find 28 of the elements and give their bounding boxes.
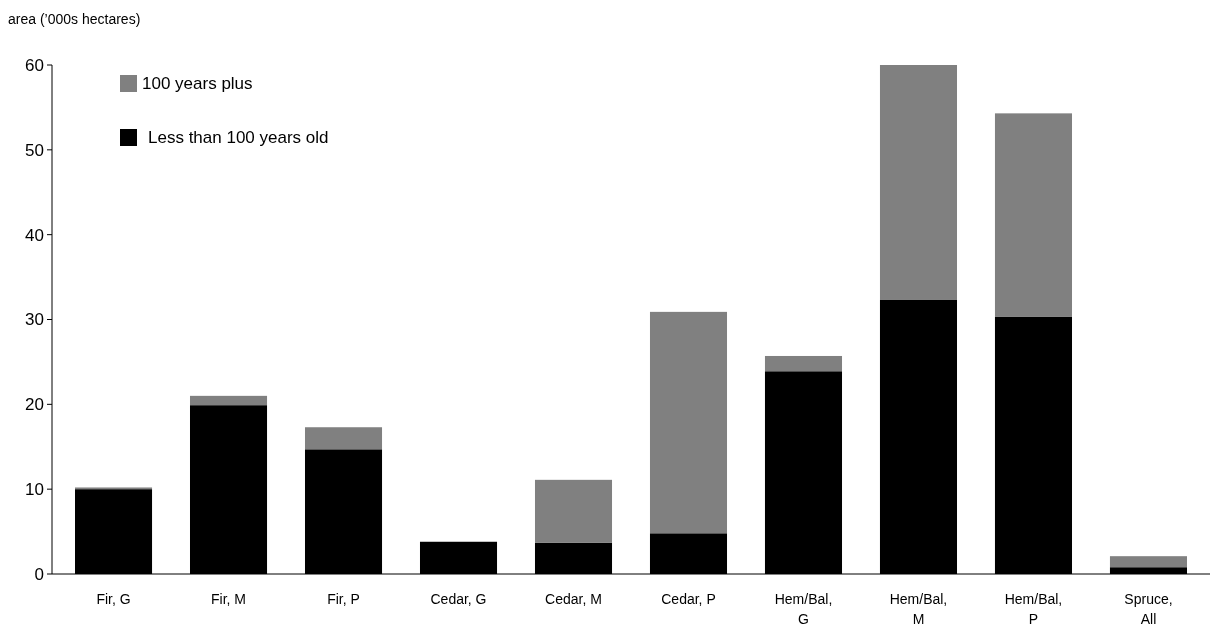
x-tick-label: Fir, P <box>327 591 360 607</box>
x-tick-label: Hem/Bal, P <box>1004 591 1063 627</box>
x-tick-label: Spruce, All <box>1124 591 1173 627</box>
bar <box>304 427 383 450</box>
bar <box>649 311 728 534</box>
x-tick-label: Cedar, M <box>545 591 602 607</box>
y-axis-title: area (’000s hectares) <box>8 11 141 27</box>
y-tick-label: 50 <box>25 140 44 160</box>
bar <box>534 479 613 543</box>
bar <box>764 355 843 372</box>
x-tick-label: Fir, G <box>96 591 131 607</box>
bar <box>189 395 268 406</box>
y-tick-label: 60 <box>25 55 44 75</box>
x-tick-label: Hem/Bal, M <box>889 591 948 627</box>
bar <box>879 65 958 300</box>
x-tick-label: Cedar, G <box>430 591 487 607</box>
y-tick-label: 0 <box>34 564 44 584</box>
y-tick-label: 20 <box>25 395 44 415</box>
bar <box>1109 556 1187 568</box>
legend-label: Less than 100 years old <box>148 128 329 147</box>
x-tick-label: Cedar, P <box>661 591 716 607</box>
y-tick-label: 30 <box>25 310 44 330</box>
x-tick-label: Fir, M <box>211 591 247 607</box>
legend-label: 100 years plus <box>142 74 253 93</box>
y-tick-label: 10 <box>25 480 44 500</box>
bar <box>994 113 1073 317</box>
y-tick-label: 40 <box>25 225 44 245</box>
x-tick-label: Hem/Bal, G <box>774 591 833 627</box>
